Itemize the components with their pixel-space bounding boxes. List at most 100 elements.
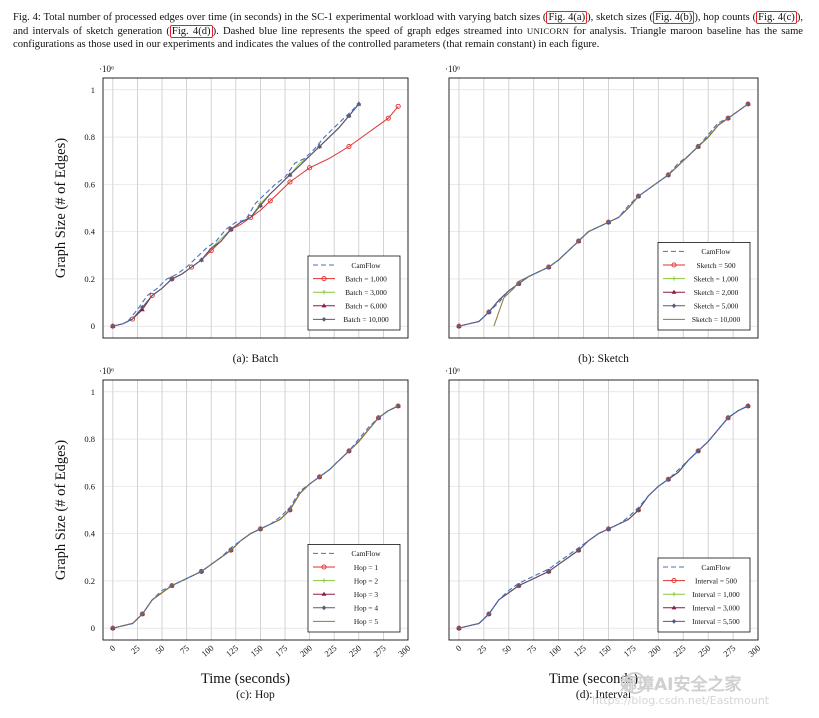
data-point <box>129 316 136 322</box>
data-point <box>267 198 273 204</box>
legend-label: Interval = 500 <box>695 576 737 585</box>
caption-mid1: ), sketch sizes ( <box>587 12 654 23</box>
subcaption: (a): Batch <box>233 353 279 365</box>
y-tick-label: 0.6 <box>84 481 95 491</box>
fig-4d-link[interactable]: Fig. 4(d) <box>169 24 213 38</box>
x-tick-label: 0 <box>454 643 464 653</box>
legend: CamFlow Hop = 1 Hop = 2 Hop = 3 Hop = 4 Hop =… <box>307 544 401 633</box>
caption-tail: for analysis. Triangle maroon baseline h… <box>13 25 804 51</box>
y-tick-label: 0.6 <box>84 179 95 189</box>
figure-caption: Fig. 4: Total number of processed edges … <box>13 11 803 52</box>
unicorn-name: UNICORN <box>526 25 570 36</box>
y-axis-label: Graph Size (# of Edges) <box>53 440 69 580</box>
data-point <box>317 144 322 149</box>
y-tick-label: 0.4 <box>84 529 95 539</box>
y-tick-label: 1 <box>91 85 95 95</box>
data-point <box>385 115 391 121</box>
legend-marker <box>671 289 677 294</box>
legend-label: CamFlow <box>351 261 381 270</box>
legend-marker <box>671 619 677 624</box>
subcaption: (c): Hop <box>236 689 275 701</box>
legend: CamFlow Batch = 1,000 Batch = 3,000 Batch =… <box>307 255 401 331</box>
caption-mid2: ), hop counts ( <box>694 12 757 23</box>
legend-marker <box>671 605 677 610</box>
data-point <box>395 103 401 109</box>
legend-label: Sketch = 500 <box>696 261 735 270</box>
legend-label: Interval = 5,500 <box>692 617 740 626</box>
legend-marker <box>671 303 677 309</box>
legend-marker <box>321 591 327 596</box>
data-point <box>188 264 195 270</box>
legend-marker <box>321 605 327 611</box>
data-point <box>346 143 352 150</box>
x-tick-label: 50 <box>500 643 513 656</box>
chart-panel-d: ·10⁶ 0 25 50 75 100 125 150 175 200 225 250 275 300 Ti… <box>445 366 762 701</box>
plot-frame <box>102 379 409 641</box>
x-tick-label: 100 <box>547 643 563 659</box>
legend-marker <box>671 592 677 597</box>
legend-marker <box>321 578 327 583</box>
series-line <box>112 103 360 327</box>
x-tick-label: 50 <box>153 643 166 656</box>
chart-panel-b: ·10⁶ (b): Sketch CamFlow Sketch = 500 Sketch… <box>445 64 759 365</box>
caption-mid3: ), and intervals of sketch generation ( <box>13 12 804 37</box>
legend-label: Sketch = 10,000 <box>692 315 741 324</box>
x-tick-label: 225 <box>322 643 338 659</box>
data-point <box>456 625 462 631</box>
caption-lead: Fig. 4: Total number of processed edges … <box>13 12 547 23</box>
data-point <box>248 214 254 221</box>
legend-marker <box>321 317 327 322</box>
legend-marker <box>671 578 677 584</box>
legend-label: CamFlow <box>701 247 731 256</box>
legend-marker <box>671 276 677 281</box>
fig-4b-link[interactable]: Fig. 4(b) <box>653 11 695 24</box>
x-tick-label: 0 <box>107 643 117 653</box>
legend-box <box>307 255 401 331</box>
x-tick-label: 200 <box>298 643 314 659</box>
x-tick-label: 175 <box>621 643 637 659</box>
x-tick-label: 225 <box>671 643 687 659</box>
legend-label: CamFlow <box>701 563 731 572</box>
x-tick-label: 250 <box>696 643 712 659</box>
x-axis-label: Time (seconds) <box>549 671 638 687</box>
fig-4c-link[interactable]: Fig. 4(c) <box>756 11 797 24</box>
legend-label: Batch = 1,000 <box>345 274 387 283</box>
data-point <box>287 172 293 178</box>
y-multiplier: ·10⁶ <box>445 366 460 376</box>
data-point <box>745 403 751 409</box>
data-point <box>140 304 145 310</box>
x-tick-label: 125 <box>572 643 588 659</box>
legend-marker <box>321 276 327 282</box>
y-tick-label: 0.8 <box>84 132 95 142</box>
legend-label: Interval = 3,000 <box>692 604 740 613</box>
chart-panel-a: ·10⁶ 0 0.2 0.4 0.6 0.8 1 Graph Size (# of Edges… <box>53 64 409 365</box>
y-tick-label: 0.2 <box>84 274 95 284</box>
x-tick-label: 150 <box>249 643 265 659</box>
data-point <box>346 113 352 119</box>
legend-label: Batch = 10,000 <box>343 315 389 324</box>
fig-4a-link[interactable]: Fig. 4(a) <box>546 11 588 24</box>
data-point <box>546 569 551 574</box>
legend: CamFlow Interval = 500 Interval = 1,000 Int… <box>657 557 751 633</box>
legend-marker <box>321 564 327 570</box>
legend-label: Hop = 3 <box>354 590 379 599</box>
x-tick-label: 275 <box>371 643 387 659</box>
subcaption: (b): Sketch <box>578 353 629 365</box>
data-point <box>576 547 581 553</box>
x-tick-label: 175 <box>273 643 289 659</box>
data-point <box>228 226 234 232</box>
legend-label: Interval = 1,000 <box>692 590 740 599</box>
legend-label: Sketch = 5,000 <box>694 302 739 311</box>
plot-frame <box>448 379 759 641</box>
legend-box <box>307 544 401 633</box>
watermark-logo-icon <box>624 672 646 694</box>
series-line <box>112 103 360 327</box>
y-tick-label: 1 <box>91 387 95 397</box>
legend-label: Sketch = 1,000 <box>694 274 739 283</box>
legend-label: CamFlow <box>351 549 381 558</box>
x-tick-label: 75 <box>178 643 191 656</box>
y-tick-label: 0 <box>91 321 95 331</box>
x-tick-label: 275 <box>721 643 737 659</box>
data-point <box>258 203 263 209</box>
